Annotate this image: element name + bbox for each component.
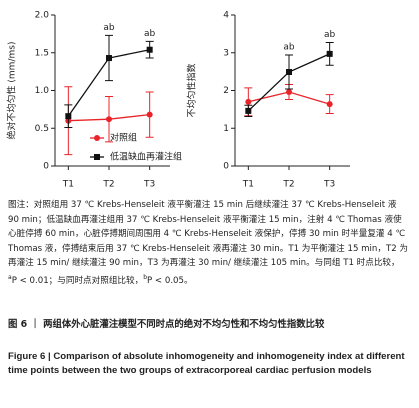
note-text: 图注：对照组用 37 ℃ Krebs-Henseleit 液平衡灌注 15 mi… (8, 200, 408, 269)
x-tick-label: T2 (102, 180, 114, 190)
marker (106, 116, 112, 123)
annotation: ab (144, 29, 156, 39)
marker (65, 113, 72, 120)
y-tick-label: 1 (223, 124, 229, 134)
marker (146, 46, 153, 53)
marker (286, 89, 292, 96)
caption-en: Figure 6 | Comparison of absolute inhomo… (8, 351, 405, 376)
x-tick-label: T2 (282, 180, 294, 190)
y-tick-label: 0 (223, 162, 229, 172)
y-tick-label: 1.0 (35, 86, 50, 96)
y-axis-label: 绝对不均匀性 (mm/ms) (6, 42, 18, 140)
marker (94, 154, 100, 160)
note-sup: a (8, 273, 12, 281)
marker (106, 55, 112, 62)
annotation: ab (283, 43, 295, 53)
marker (326, 101, 333, 108)
marker (146, 111, 153, 118)
marker (94, 135, 100, 141)
y-tick-label: 2 (223, 86, 229, 96)
y-tick-label: 0 (43, 162, 49, 172)
y-tick-label: 3 (223, 48, 229, 58)
legend-label: 对照组 (110, 132, 137, 144)
y-tick-label: 1.5 (35, 48, 49, 58)
marker (245, 107, 252, 114)
charts: 0 0.5 1.0 1.5 2.0 绝对不均匀性 (mm/ms) T1 T2 T3 ab ab 对照组… (6, 11, 350, 190)
y-tick-label: 0.5 (35, 124, 49, 134)
x-tick-label: T3 (323, 180, 335, 190)
caption-cn: 图 6 ｜ 两组体外心脏灌注模型不同时点的绝对不均匀性和不均匀性指数比较 (8, 319, 325, 330)
marker (286, 69, 292, 76)
annotation: ab (103, 23, 115, 33)
x-tick-label: T3 (143, 180, 155, 190)
figure-note: 图注：对照组用 37 ℃ Krebs-Henseleit 液平衡灌注 15 mi… (8, 198, 408, 288)
note-text: P < 0.05。 (147, 275, 193, 286)
legend-label: 低温缺血再灌注组 (110, 151, 182, 163)
annotation: ab (324, 30, 336, 40)
x-tick-label: T1 (62, 180, 74, 190)
note-text: P < 0.01；与同时点对照组比较， (11, 275, 144, 286)
y-axis-label: 不均匀性指数 (186, 63, 198, 117)
x-tick-label: T1 (242, 180, 254, 190)
note-sup: b (143, 273, 148, 281)
marker (245, 98, 252, 105)
y-tick-label: 2.0 (35, 11, 50, 21)
marker (326, 50, 333, 57)
y-tick-label: 4 (223, 11, 229, 21)
